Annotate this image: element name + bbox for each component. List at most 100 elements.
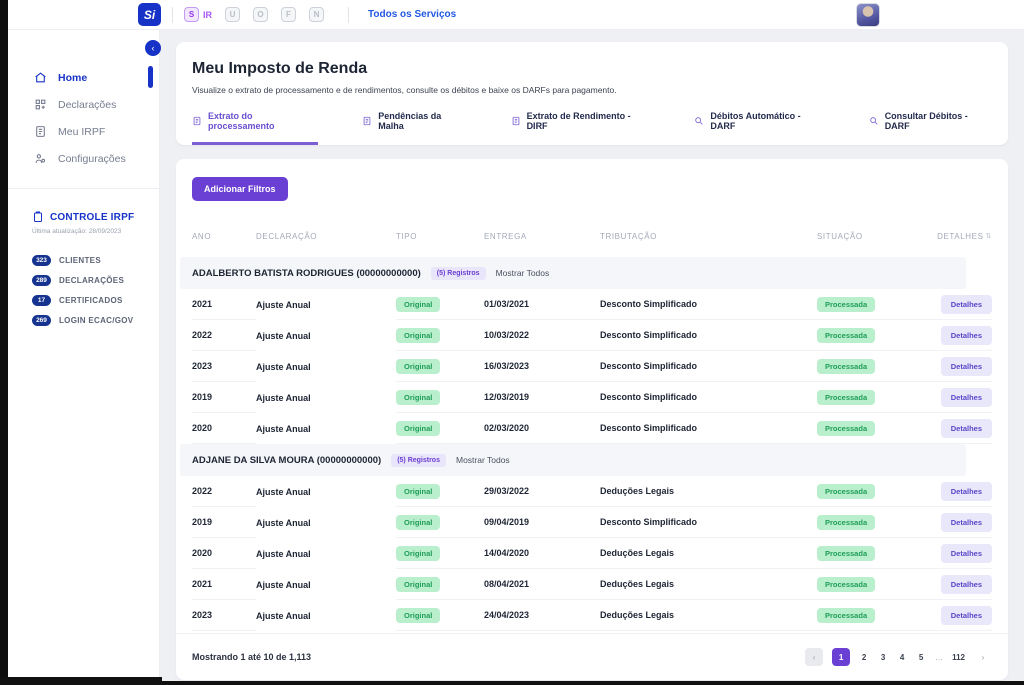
controle-stats: 323 CLIENTES 289 DECLARAÇÕES 17 CERTIFICADOS 2… [32, 255, 149, 326]
detalhes-button[interactable]: Detalhes [940, 605, 992, 625]
table-row: 2022 Ajuste Anual Original 10/03/2022 Descon… [176, 320, 1008, 351]
show-all-link[interactable]: Mostrar Todos [495, 268, 550, 278]
table-row: 2021 Ajuste Anual Original 01/03/2021 Descon… [176, 289, 1008, 320]
detalhes-button[interactable]: Detalhes [940, 543, 992, 563]
stat-count-badge: 323 [32, 255, 51, 266]
module-ir[interactable]: S IR [184, 7, 212, 22]
stat-login-ecac-gov[interactable]: 269 LOGIN ECAC/GOV [32, 315, 149, 326]
cell-entrega: 10/03/2022 [484, 320, 600, 351]
tipo-badge: Original [396, 483, 441, 499]
module-inactive-1[interactable]: O [253, 7, 268, 22]
cell-situacao: Processada [817, 413, 927, 444]
column-header-1[interactable]: DECLARAÇÃO [256, 232, 396, 241]
tipo-badge: Original [396, 389, 441, 405]
cell-detalhes: Detalhes [927, 538, 992, 569]
grid-icon [34, 98, 47, 111]
cell-declaracao: Ajuste Anual [256, 579, 311, 590]
pagination-ellipsis: … [935, 652, 944, 662]
pagination-next-button[interactable]: › [981, 652, 985, 662]
tipo-badge: Original [396, 327, 441, 343]
module-icon: F [281, 7, 296, 22]
stat-count-badge: 269 [32, 315, 51, 326]
cell-detalhes: Detalhes [927, 351, 992, 382]
table-row: 2020 Ajuste Anual Original 14/04/2020 Deduçõ… [176, 538, 1008, 569]
column-header-label: ENTREGA [484, 231, 527, 241]
add-filters-button[interactable]: Adicionar Filtros [192, 177, 288, 201]
module-inactive-2[interactable]: F [281, 7, 296, 22]
cell-entrega: 16/03/2023 [484, 351, 600, 382]
cell-entrega: 09/04/2019 [484, 507, 600, 538]
user-avatar[interactable] [856, 2, 880, 27]
cell-detalhes: Detalhes [927, 569, 992, 600]
window-edge-bottom-left [0, 677, 162, 685]
tab-1[interactable]: Pendências da Malha [362, 111, 466, 145]
table-header-row: ANO DECLARAÇÃO TIPO ENTREGA TRIBUTAÇÃO SITUAÇ… [176, 215, 1008, 257]
detalhes-button[interactable]: Detalhes [940, 574, 992, 594]
tab-label: Consultar Débitos - DARF [884, 111, 968, 131]
column-header-2[interactable]: TIPO [396, 232, 484, 241]
sidebar-item-configuracoes[interactable]: Configurações [8, 145, 159, 172]
column-header-4[interactable]: TRIBUTAÇÃO [600, 232, 817, 241]
pagination-page-1[interactable]: 1 [832, 648, 851, 666]
tab-3[interactable]: Débitos Automático - DARF [694, 111, 824, 145]
tipo-badge: Original [396, 576, 441, 592]
cell-tributacao: Desconto Simplificado [600, 289, 817, 320]
taxpayer-name: ADJANE DA SILVA MOURA (00000000000) [192, 454, 382, 466]
cell-detalhes: Detalhes [927, 382, 992, 413]
column-header-5[interactable]: SITUAÇÃO [817, 232, 927, 241]
table-footer: Mostrando 1 até 10 de 1,113 ‹ 1 2 3 4 5 … 112 › [176, 633, 1008, 668]
module-icon: U [225, 7, 240, 22]
cell-situacao: Processada [817, 351, 927, 382]
tab-label: Extrato do processamento [208, 111, 275, 131]
cell-tributacao: Deduções Legais [600, 569, 817, 600]
sidebar-item-declaracoes[interactable]: Declarações [8, 91, 159, 118]
detalhes-button[interactable]: Detalhes [940, 481, 992, 501]
pagination-page-4[interactable]: 4 [899, 652, 905, 662]
module-icon: N [309, 7, 324, 22]
sidebar-nav: Home Declarações Meu IRPF Configurações [8, 64, 159, 172]
tab-0[interactable]: Extrato do processamento [192, 111, 319, 145]
cell-declaracao: Ajuste Anual [256, 486, 311, 497]
detalhes-button[interactable]: Detalhes [940, 325, 992, 345]
stat-certificados[interactable]: 17 CERTIFICADOS [32, 295, 149, 306]
sidebar-item-meu-irpf[interactable]: Meu IRPF [8, 118, 159, 145]
detalhes-button[interactable]: Detalhes [940, 512, 992, 532]
taxpayer-name: ADALBERTO BATISTA RODRIGUES (00000000000… [192, 267, 421, 279]
app-logo[interactable]: Si [138, 3, 161, 26]
column-header-3[interactable]: ENTREGA [484, 232, 600, 241]
doc-icon [511, 116, 521, 126]
stat-declaracoes[interactable]: 289 DECLARAÇÕES [32, 275, 149, 286]
pagination-page-2[interactable]: 2 [861, 652, 867, 662]
detalhes-button[interactable]: Detalhes [940, 418, 992, 438]
detalhes-button[interactable]: Detalhes [940, 356, 992, 376]
module-inactive-0[interactable]: U [225, 7, 240, 22]
detalhes-button[interactable]: Detalhes [940, 387, 992, 407]
tab-2[interactable]: Extrato de Rendimento - DIRF [511, 111, 651, 145]
all-services-link[interactable]: Todos os Serviços [368, 9, 457, 20]
sidebar-item-home[interactable]: Home [8, 64, 159, 91]
main-content: Meu Imposto de Renda Visualize o extrato… [160, 30, 1024, 681]
cell-entrega: 24/04/2023 [484, 600, 600, 631]
pagination-page-112[interactable]: 112 [952, 652, 965, 662]
pagination-prev-button[interactable]: ‹ [805, 648, 824, 666]
tab-4[interactable]: Consultar Débitos - DARF [869, 111, 992, 145]
cell-detalhes: Detalhes [927, 476, 992, 507]
column-header-6[interactable]: DETALHES ⇅ [937, 232, 992, 241]
tipo-badge: Original [396, 607, 441, 623]
pagination-page-3[interactable]: 3 [880, 652, 886, 662]
pagination-page-5[interactable]: 5 [918, 652, 924, 662]
cell-declaracao: Ajuste Anual [256, 330, 311, 341]
cell-detalhes: Detalhes [927, 600, 992, 631]
show-all-link[interactable]: Mostrar Todos [455, 455, 510, 465]
table-row: 2023 Ajuste Anual Original 16/03/2023 Descon… [176, 351, 1008, 382]
column-header-0[interactable]: ANO [192, 232, 256, 241]
situacao-badge: Processada [817, 327, 876, 343]
cell-detalhes: Detalhes [927, 289, 992, 320]
detalhes-button[interactable]: Detalhes [940, 294, 992, 314]
table-row: 2021 Ajuste Anual Original 08/04/2021 Deduçõ… [176, 569, 1008, 600]
stat-clientes[interactable]: 323 CLIENTES [32, 255, 149, 266]
module-inactive-3[interactable]: N [309, 7, 324, 22]
cell-entrega: 08/04/2021 [484, 569, 600, 600]
sidebar-collapse-button[interactable]: ‹ [145, 40, 161, 56]
